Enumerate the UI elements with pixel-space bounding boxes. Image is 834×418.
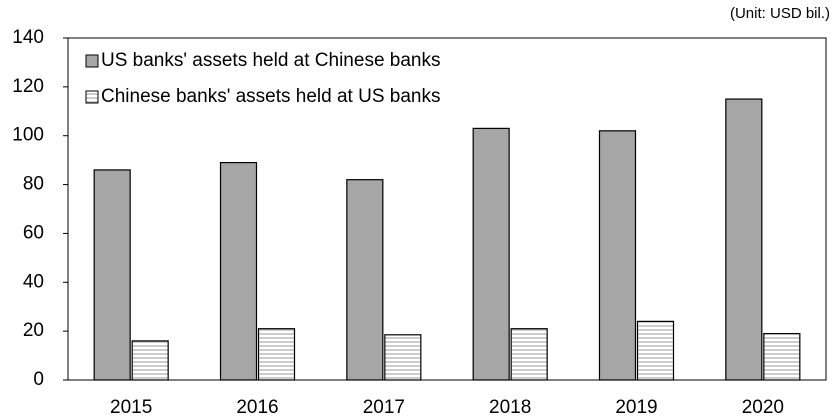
x-tick-label: 2015 (110, 397, 152, 418)
bar (725, 98, 763, 381)
bar (131, 340, 169, 381)
bar (510, 328, 548, 381)
y-tick-label: 20 (23, 320, 44, 341)
legend-label: US banks' assets held at Chinese banks (101, 50, 441, 71)
bar (598, 130, 637, 381)
legend-swatch (85, 54, 99, 68)
bar (384, 334, 422, 381)
y-tick-label: 100 (12, 125, 44, 146)
x-tick-label: 2020 (742, 397, 784, 418)
y-tick-label: 120 (12, 76, 44, 97)
x-tick-label: 2019 (615, 397, 657, 418)
y-tick-label: 40 (23, 271, 44, 292)
legend-swatch (85, 90, 99, 104)
y-tick-label: 80 (23, 174, 44, 195)
y-tick-label: 0 (33, 369, 44, 390)
plot-frame (67, 37, 827, 381)
bar (257, 328, 296, 381)
x-tick-label: 2016 (236, 397, 278, 418)
bar (636, 320, 675, 381)
x-tick-label: 2017 (363, 397, 405, 418)
y-tick-label: 60 (23, 222, 44, 243)
unit-note: (Unit: USD bil.) (730, 5, 830, 22)
bar (219, 161, 258, 381)
bar (346, 179, 384, 381)
y-tick-label: 140 (12, 27, 44, 48)
x-tick-label: 2018 (489, 397, 531, 418)
bar (472, 127, 510, 381)
legend-label: Chinese banks' assets held at US banks (101, 86, 441, 107)
bar (763, 332, 801, 381)
bar (93, 169, 131, 381)
